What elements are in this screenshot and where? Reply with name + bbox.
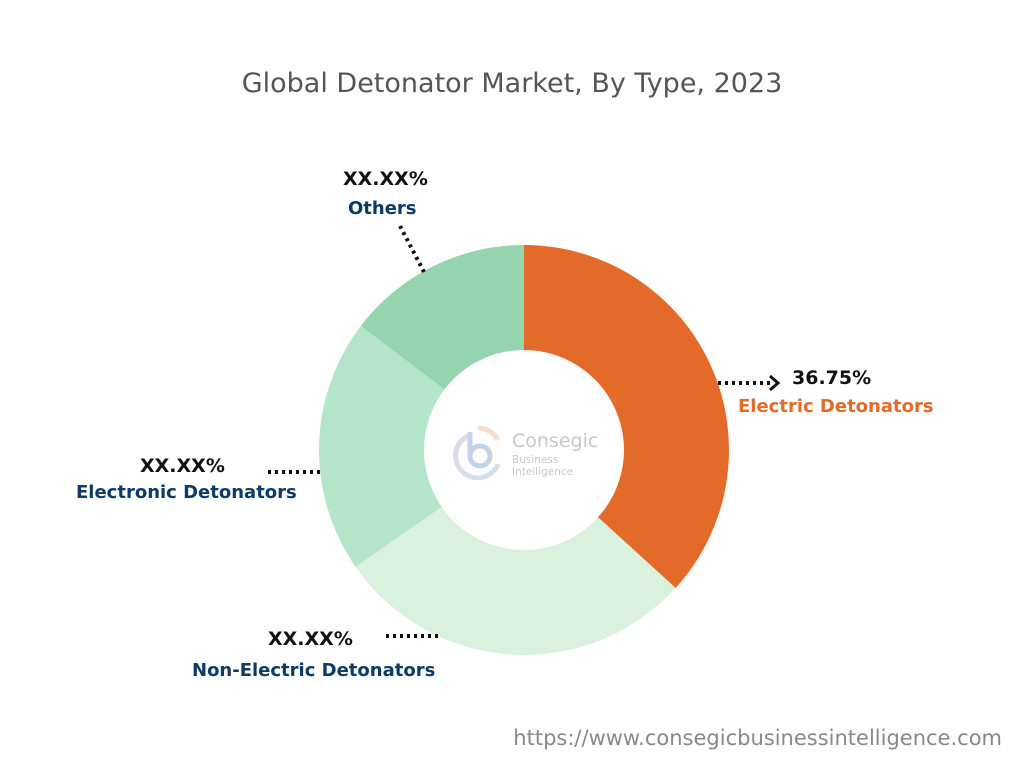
value-label-electronic: XX.XX% bbox=[140, 455, 225, 477]
category-label-electronic: Electronic Detonators bbox=[76, 482, 297, 503]
leader-electric-arrow bbox=[769, 374, 781, 392]
footer-url[interactable]: https://www.consegicbusinessintelligence… bbox=[513, 726, 1002, 750]
category-label-others: Others bbox=[348, 198, 417, 219]
value-label-others: XX.XX% bbox=[343, 168, 428, 190]
category-label-non-electric: Non-Electric Detonators bbox=[192, 660, 436, 681]
logo-icon bbox=[453, 425, 501, 480]
chart-title: Global Detonator Market, By Type, 2023 bbox=[241, 68, 783, 99]
slice-electronic-detonators bbox=[319, 325, 445, 567]
value-label-non-electric: XX.XX% bbox=[268, 628, 353, 650]
leader-lines bbox=[268, 225, 781, 638]
leader-others bbox=[398, 225, 426, 273]
slice-non-electric-detonators bbox=[355, 506, 676, 656]
slice-electric-detonators bbox=[524, 245, 730, 588]
slice-others bbox=[360, 245, 524, 390]
consegic-logo-watermark: Consegic Business Intelligence bbox=[448, 420, 618, 480]
value-label-electric: 36.75% bbox=[792, 367, 872, 389]
category-label-electric: Electric Detonators bbox=[738, 396, 934, 417]
